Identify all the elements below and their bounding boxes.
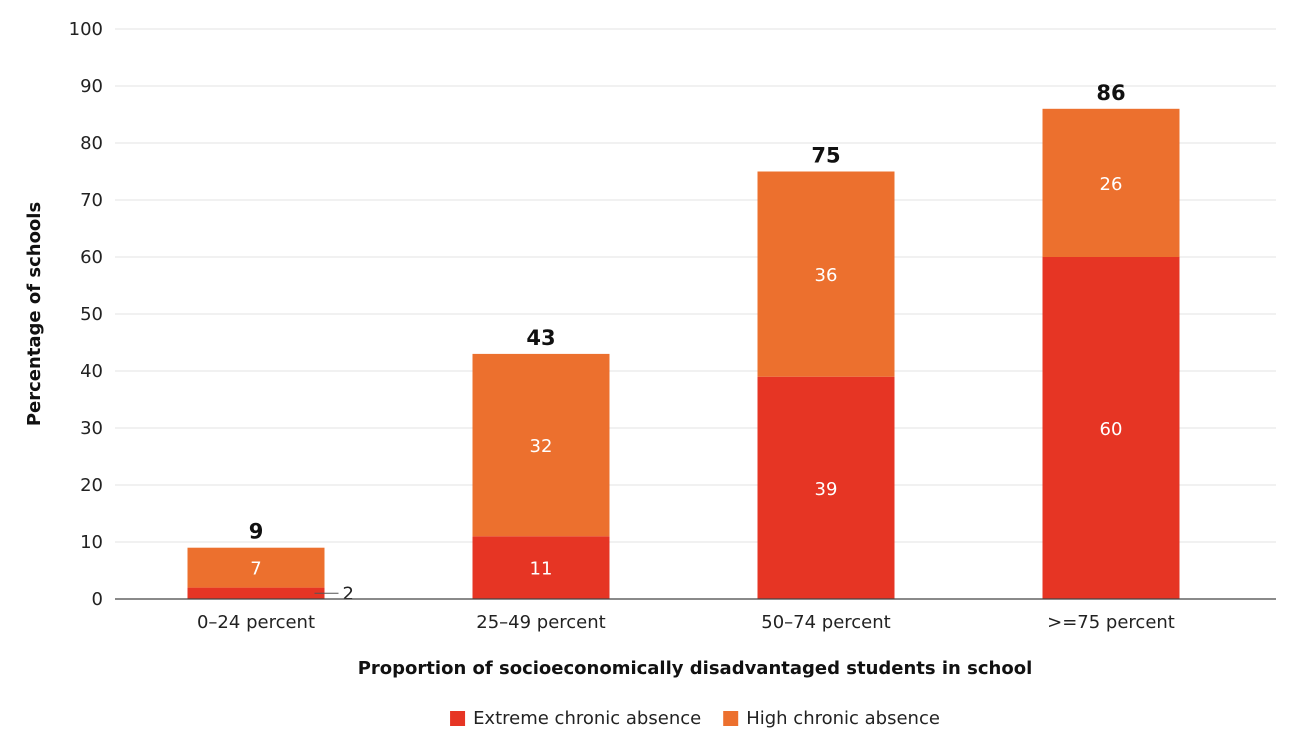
bar-segment-high [1042,108,1180,257]
legend-item-high: High chronic absence [723,708,940,729]
bars [187,108,1180,599]
y-tick-label: 90 [80,76,103,97]
y-tick-label: 40 [80,361,103,382]
x-category-label: >=75 percent [1047,612,1175,633]
legend-label: Extreme chronic absence [473,708,701,729]
x-category-label: 0–24 percent [197,612,315,633]
y-tick-label: 80 [80,133,103,154]
total-value-label: 9 [249,520,264,544]
bar-segment-high [472,353,610,537]
x-axis-title: Proportion of socioeconomically disadvan… [358,658,1033,679]
y-tick-label: 10 [80,532,103,553]
gridlines [115,28,1276,543]
x-category-label: 25–49 percent [476,612,605,633]
segment-value-label: 60 [1100,419,1123,440]
y-tick-label: 20 [80,475,103,496]
bar-segment-high [757,171,895,377]
bar-segment-high [187,547,325,588]
y-tick-label: 60 [80,247,103,268]
legend-swatch [450,711,466,726]
y-tick-label: 70 [80,190,103,211]
segment-value-label: 7 [250,559,261,580]
segment-value-label: 32 [530,436,553,457]
legend: Extreme chronic absence High chronic abse… [450,708,940,729]
bar-segment-extreme [1042,257,1180,599]
segment-value-label: 39 [815,479,838,500]
y-tick-label: 30 [80,418,103,439]
y-axis-title: Percentage of schools [24,202,45,426]
total-value-label: 86 [1096,81,1125,105]
bar-segment-extreme [472,536,610,599]
bar-segment-extreme [187,587,325,599]
segment-value-label: 36 [815,265,838,286]
y-tick-label: 50 [80,304,103,325]
bar-segment-extreme [757,376,895,599]
legend-swatch [723,711,739,726]
segment-value-label: 2 [343,583,354,604]
y-tick-label: 0 [92,589,103,610]
y-tick-label: 100 [69,19,103,40]
legend-label: High chronic absence [746,708,940,729]
segment-value-label: 26 [1100,174,1123,195]
total-value-label: 43 [526,326,555,350]
data-labels: 2 7 9 11 32 43 39 36 75 60 26 86 [249,81,1126,604]
legend-item-extreme: Extreme chronic absence [450,708,701,729]
total-value-label: 75 [811,144,840,168]
axes: 0 10 20 30 40 50 60 70 80 90 100 0–24 percent 25–49 … [69,19,1276,633]
segment-value-label: 11 [530,559,553,580]
x-category-label: 50–74 percent [761,612,890,633]
